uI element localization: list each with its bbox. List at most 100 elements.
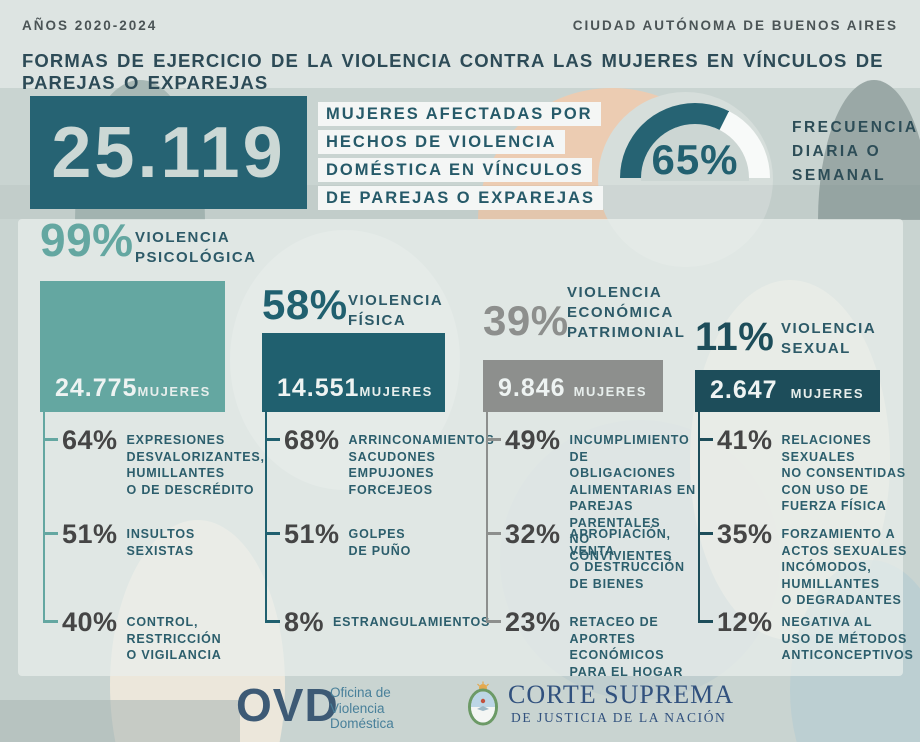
category-count: 24.775 [55, 374, 138, 402]
frequency-gauge: 65% [620, 103, 770, 181]
category-name: VIOLENCIA ECONÓMICA PATRIMONIAL [567, 284, 686, 341]
category-unit: MUJERES [573, 384, 647, 399]
period-label: AÑOS 2020-2024 [22, 18, 158, 33]
item-percent: 12% [717, 607, 773, 637]
breakdown-item: 41% RELACIONES SEXUALES NO CONSENTIDAS C… [698, 425, 906, 515]
category-unit: MUJERES [359, 384, 433, 399]
category-column-sexual: 11% VIOLENCIA SEXUAL 2.647 MUJERES 41% R… [695, 219, 913, 676]
category-percent: 11% [695, 315, 775, 359]
item-label: ARRINCONAMIENTOS SACUDONES EMPUJONES FOR… [348, 433, 495, 497]
bracket-tick [486, 438, 501, 441]
item-percent: 41% [717, 425, 773, 455]
total-women-value: 25.119 [51, 112, 286, 193]
header-band [0, 0, 920, 88]
category-percent: 39% [483, 297, 569, 344]
item-label: GOLPES DE PUÑO [348, 527, 412, 558]
category-percent: 99% [40, 214, 134, 266]
frequency-gauge-label: FRECUENCIA DIARIA O SEMANAL [792, 119, 919, 184]
category-bar: 2.647 MUJERES [695, 370, 880, 412]
category-unit: MUJERES [790, 386, 864, 401]
background-strip [0, 700, 240, 742]
item-percent: 40% [62, 607, 118, 637]
breakdown-item: 49% INCUMPLIMIENTO DE OBLIGACIONES ALIME… [486, 425, 696, 564]
category-column-psicologica: 99% VIOLENCIA PSICOLÓGICA 24.775 MUJERES… [40, 214, 264, 676]
footer: OVD Oficina de Violencia Doméstica CORTE… [0, 676, 920, 742]
total-women-box: 25.119 [30, 96, 307, 209]
bracket-tick [43, 620, 58, 623]
corte-suprema-title: CORTE SUPREMA [508, 680, 734, 709]
bracket-tick [265, 532, 280, 535]
bracket-tick [265, 438, 280, 441]
category-column-fisica: 58% VIOLENCIA FÍSICA 14.551 MUJERES 68% … [262, 219, 494, 676]
category-bar-caption: 2.647 MUJERES [710, 376, 864, 405]
bracket-tick [698, 620, 713, 623]
total-women-description-text: MUJERES AFECTADAS POR HECHOS DE VIOLENCI… [318, 102, 603, 210]
category-count: 14.551 [277, 374, 360, 402]
breakdown-item: 8% ESTRANGULAMIENTOS [265, 607, 490, 638]
item-label: EXPRESIONES DESVALORIZANTES, HUMILLANTES… [126, 433, 265, 497]
breakdown-item: 68% ARRINCONAMIENTOS SACUDONES EMPUJONES… [265, 425, 494, 498]
item-percent: 68% [284, 425, 340, 455]
category-bar-caption: 14.551 MUJERES [277, 374, 433, 403]
category-unit: MUJERES [137, 384, 211, 399]
bracket-tick [265, 620, 280, 623]
category-breakdown: 68% ARRINCONAMIENTOS SACUDONES EMPUJONES… [265, 412, 494, 637]
page-title: FORMAS DE EJERCICIO DE LA VIOLENCIA CONT… [22, 50, 884, 93]
item-percent: 51% [284, 519, 340, 549]
category-bar-caption: 9.846 MUJERES [498, 374, 647, 403]
categories-panel: 99% VIOLENCIA PSICOLÓGICA 24.775 MUJERES… [18, 214, 913, 679]
category-name: VIOLENCIA SEXUAL [781, 320, 877, 357]
category-breakdown: 64% EXPRESIONES DESVALORIZANTES, HUMILLA… [43, 412, 264, 662]
category-bar: 9.846 MUJERES [483, 360, 663, 412]
category-count: 2.647 [710, 376, 778, 404]
bracket-tick [486, 620, 501, 623]
item-percent: 23% [505, 607, 561, 637]
item-percent: 49% [505, 425, 561, 455]
breakdown-item: 51% GOLPES DE PUÑO [265, 519, 411, 559]
corte-suprema-emblem [468, 681, 498, 726]
category-breakdown: 49% INCUMPLIMIENTO DE OBLIGACIONES ALIME… [486, 412, 696, 679]
item-label: RETACEO DE APORTES ECONÓMICOS PARA EL HO… [569, 615, 684, 679]
breakdown-item: 12% NEGATIVA AL USO DE MÉTODOS ANTICONCE… [698, 607, 914, 664]
item-label: INCUMPLIMIENTO DE OBLIGACIONES ALIMENTAR… [569, 433, 696, 563]
category-percent: 58% [262, 281, 348, 328]
category-bar-caption: 24.775 MUJERES [55, 374, 209, 403]
category-name: VIOLENCIA FÍSICA [348, 292, 444, 329]
breakdown-item: 32% APROPIACIÓN, VENTA O DESTRUCCIÓN DE … [486, 519, 696, 592]
item-percent: 32% [505, 519, 561, 549]
bracket-tick [43, 532, 58, 535]
item-label: ESTRANGULAMIENTOS [333, 615, 491, 629]
item-percent: 8% [284, 607, 325, 637]
category-count: 9.846 [498, 374, 566, 402]
bracket-tick [486, 532, 501, 535]
category-name: VIOLENCIA PSICOLÓGICA [135, 229, 257, 266]
corte-suprema-subtitle: DE JUSTICIA DE LA NACIÓN [511, 710, 727, 725]
category-column-economica: 39% VIOLENCIA ECONÓMICA PATRIMONIAL 9.84… [483, 219, 698, 679]
total-women-description: MUJERES AFECTADAS POR HECHOS DE VIOLENCI… [318, 100, 603, 212]
item-label: FORZAMIENTO A ACTOS SEXUALES INCÓMODOS, … [781, 527, 908, 607]
bracket-tick [43, 438, 58, 441]
item-label: APROPIACIÓN, VENTA O DESTRUCCIÓN DE BIEN… [569, 527, 685, 591]
ovd-logo: OVD [236, 679, 339, 731]
frequency-gauge-value: 65% [651, 136, 739, 181]
item-percent: 64% [62, 425, 118, 455]
ovd-logo-name: Oficina de Violencia Doméstica [330, 685, 394, 731]
category-bar: 14.551 MUJERES [262, 333, 445, 412]
item-label: CONTROL, RESTRICCIÓN O VIGILANCIA [126, 615, 222, 662]
breakdown-item: 51% INSULTOS SEXISTAS [43, 519, 195, 559]
bracket-tick [698, 438, 713, 441]
item-percent: 51% [62, 519, 118, 549]
item-label: NEGATIVA AL USO DE MÉTODOS ANTICONCEPTIV… [781, 615, 914, 662]
region-label: CIUDAD AUTÓNOMA DE BUENOS AIRES [572, 18, 898, 33]
category-breakdown: 41% RELACIONES SEXUALES NO CONSENTIDAS C… [698, 412, 913, 662]
item-label: RELACIONES SEXUALES NO CONSENTIDAS CON U… [781, 433, 906, 513]
breakdown-item: 64% EXPRESIONES DESVALORIZANTES, HUMILLA… [43, 425, 265, 498]
breakdown-item: 23% RETACEO DE APORTES ECONÓMICOS PARA E… [486, 607, 696, 680]
breakdown-item: 35% FORZAMIENTO A ACTOS SEXUALES INCÓMOD… [698, 519, 907, 609]
bracket-tick [698, 532, 713, 535]
item-label: INSULTOS SEXISTAS [126, 527, 195, 558]
item-percent: 35% [717, 519, 773, 549]
category-bar: 24.775 MUJERES [40, 281, 225, 412]
breakdown-item: 40% CONTROL, RESTRICCIÓN O VIGILANCIA [43, 607, 222, 664]
